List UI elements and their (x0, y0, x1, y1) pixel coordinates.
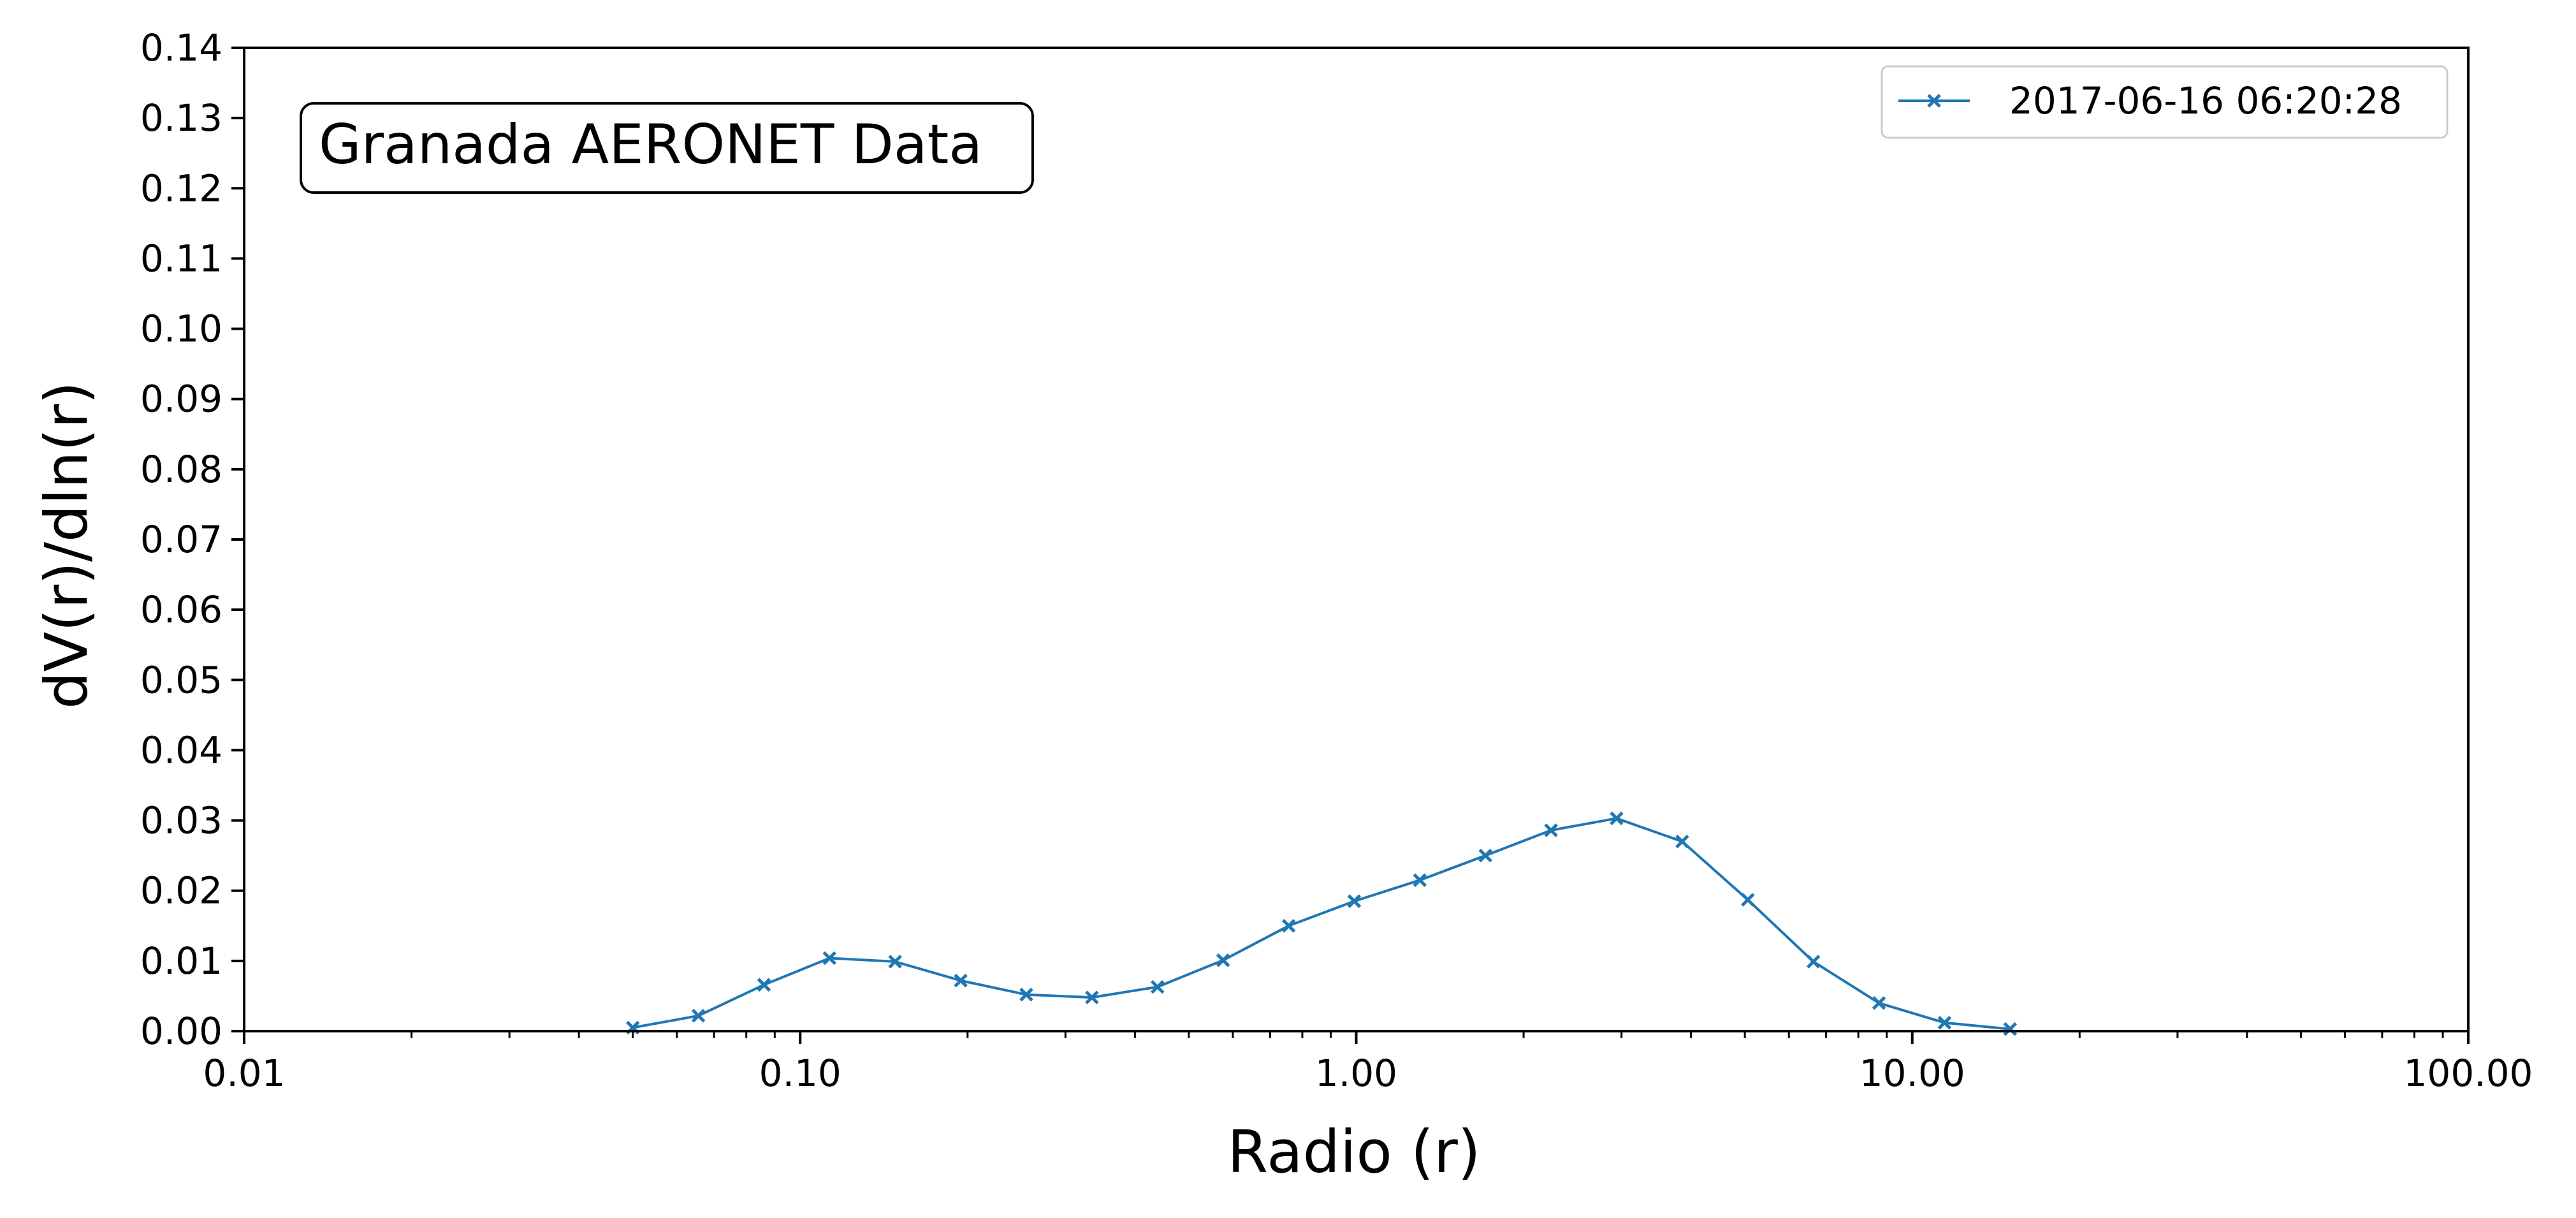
data-point (1544, 823, 1558, 837)
y-tick-label: 0.05 (140, 658, 222, 701)
y-axis-label: dV(r)/dln(r) (33, 381, 101, 709)
y-tick-label: 0.13 (140, 96, 222, 140)
data-point (1216, 953, 1230, 967)
x-tick-label: 10.00 (1859, 1052, 1965, 1095)
y-axis-ticks: 0.00 0.01 0.02 0.03 0.04 0.05 0.06 0.07 0.08 0.09… (140, 26, 244, 1053)
data-point (1281, 919, 1296, 933)
x-tick-label: 100.00 (2404, 1052, 2533, 1095)
data-point (1872, 996, 1886, 1010)
x-axis-label: Radio (r) (1227, 1118, 1480, 1186)
y-tick-label: 0.11 (140, 237, 222, 280)
x-axis-ticks: 0.01 0.10 1.00 10.00 100.00 (203, 1031, 2533, 1095)
data-point (1347, 894, 1362, 908)
data-point (691, 1009, 706, 1023)
y-tick-label: 0.14 (140, 26, 222, 70)
x-tick-label: 1.00 (1315, 1052, 1397, 1095)
data-point (1085, 990, 1099, 1004)
data-point (1151, 980, 1165, 994)
y-tick-label: 0.01 (140, 939, 222, 983)
y-tick-label: 0.08 (140, 448, 222, 491)
legend-label: 2017-06-16 06:20:28 (2009, 79, 2402, 122)
legend-marker (1927, 94, 1941, 108)
plot-frame (243, 47, 2470, 1032)
series-layer (625, 811, 2018, 1036)
annotation-text: Granada AERONET Data (319, 113, 982, 177)
legend: 2017-06-16 06:20:28 (1881, 65, 2449, 139)
series-line (632, 817, 2011, 1031)
data-point (888, 955, 902, 969)
y-tick-label: 0.12 (140, 166, 222, 210)
data-point (2003, 1022, 2018, 1036)
y-tick-label: 0.03 (140, 799, 222, 842)
y-tick-label: 0.00 (140, 1009, 222, 1053)
annotation-box: Granada AERONET Data (300, 102, 1034, 194)
data-point (1019, 987, 1033, 1002)
y-tick-label: 0.04 (140, 728, 222, 772)
data-point (1413, 873, 1427, 887)
data-point (954, 973, 968, 988)
y-tick-label: 0.06 (140, 588, 222, 631)
x-tick-label: 0.01 (203, 1052, 285, 1095)
data-point (1741, 893, 1755, 907)
y-tick-label: 0.10 (140, 307, 222, 351)
data-point (757, 978, 771, 992)
y-tick-label: 0.07 (140, 518, 222, 561)
data-point (1806, 955, 1821, 969)
data-point (822, 951, 837, 965)
x-tick-label: 0.10 (759, 1052, 841, 1095)
data-point (1610, 811, 1624, 826)
data-point (1478, 848, 1492, 863)
y-tick-label: 0.09 (140, 378, 222, 421)
y-tick-label: 0.02 (140, 869, 222, 913)
data-point (1937, 1016, 1952, 1030)
data-point (1675, 834, 1689, 849)
